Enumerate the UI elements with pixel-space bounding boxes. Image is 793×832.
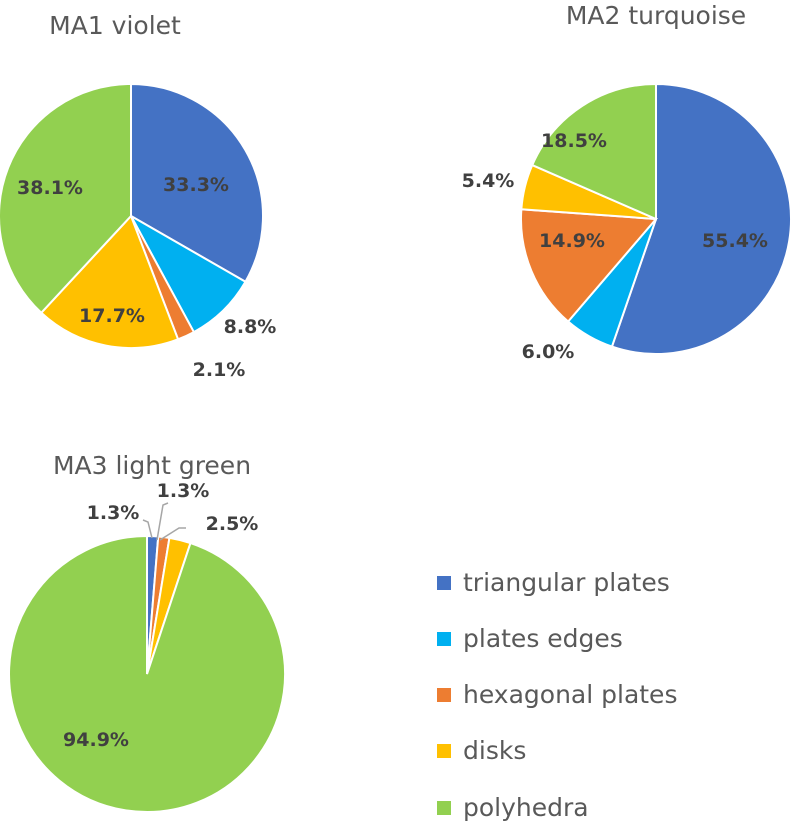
legend-label-plates-edges: plates edges	[463, 624, 623, 653]
data-label-disks: 17.7%	[79, 305, 145, 327]
data-label-polyhedra: 18.5%	[541, 130, 607, 152]
data-label-hexagonal-plates: 2.1%	[193, 359, 246, 381]
legend-swatch-disks	[437, 744, 451, 758]
slice-polyhedra	[0, 82, 132, 315]
chart-title-ma2: MA2 turquoise	[566, 1, 746, 30]
legend-label-hexagonal-plates: hexagonal plates	[463, 680, 677, 709]
slice-disks	[39, 214, 180, 349]
data-label-disks: 2.5%	[206, 513, 259, 535]
data-label-triangular-plates: 55.4%	[702, 230, 768, 252]
data-label-triangular-plates: 1.3%	[87, 502, 140, 524]
slice-polyhedra	[8, 534, 287, 813]
slice-triangular-plates	[130, 82, 264, 284]
data-label-plates-edges: 6.0%	[522, 341, 575, 363]
legend-label-disks: disks	[463, 736, 526, 765]
data-label-disks: 5.4%	[462, 170, 515, 192]
legend-swatch-triangular-plates	[437, 576, 451, 590]
data-label-hexagonal-plates: 1.3%	[157, 480, 210, 502]
legend-swatch-hexagonal-plates	[437, 688, 451, 702]
data-label-polyhedra: 38.1%	[17, 177, 83, 199]
data-label-triangular-plates: 33.3%	[163, 174, 229, 196]
pie-ma2: 55.4% 6.0% 14.9% 5.4% 18.5%	[462, 82, 792, 363]
data-label-polyhedra: 94.9%	[63, 729, 129, 751]
slice-hexagonal-plates	[520, 208, 659, 323]
data-label-hexagonal-plates: 14.9%	[539, 230, 605, 252]
legend: triangular plates plates edges hexagonal p…	[437, 568, 677, 822]
leader-line	[159, 527, 186, 541]
chart-title-ma1: MA1 violet	[49, 11, 181, 40]
leader-line	[156, 502, 169, 541]
pie-ma3: 1.3% 1.3% 2.5% 94.9%	[8, 480, 287, 813]
legend-label-triangular-plates: triangular plates	[463, 568, 670, 597]
slice-polyhedra	[530, 82, 657, 221]
chart-title-ma3: MA3 light green	[53, 451, 251, 480]
legend-swatch-plates-edges	[437, 632, 451, 646]
data-label-plates-edges: 8.8%	[224, 316, 277, 338]
legend-swatch-polyhedra	[437, 801, 451, 815]
leader-line	[142, 519, 153, 539]
pie-ma1: 33.3% 8.8% 2.1% 17.7% 38.1%	[0, 82, 277, 381]
legend-label-polyhedra: polyhedra	[463, 793, 589, 822]
